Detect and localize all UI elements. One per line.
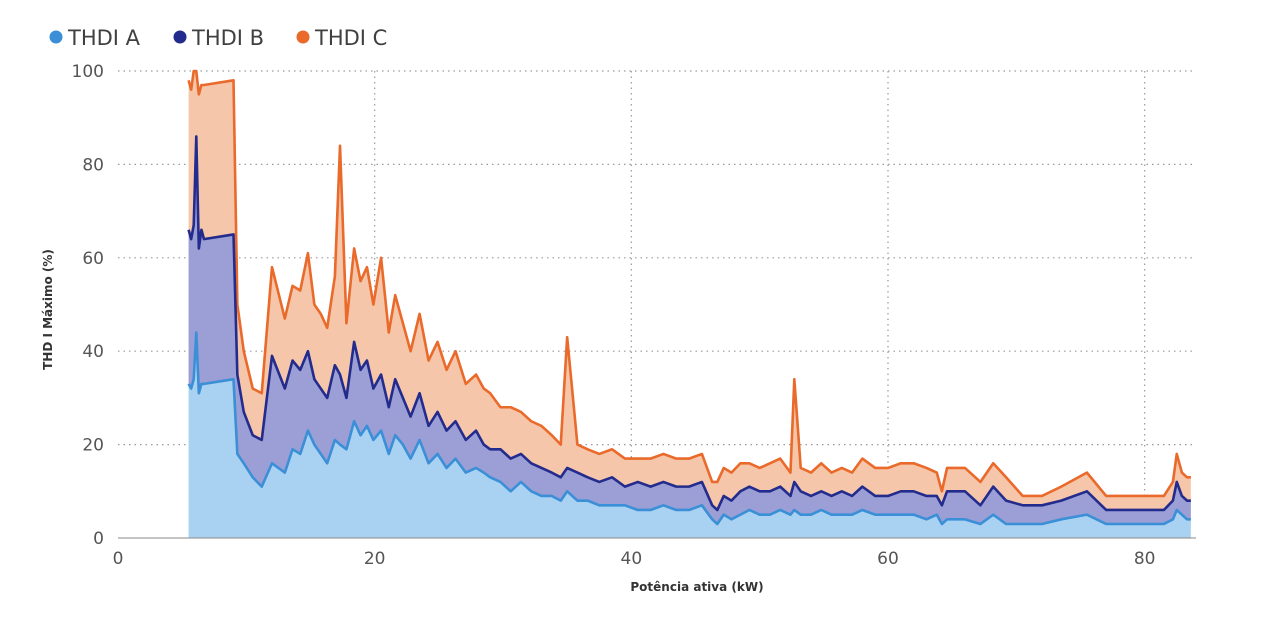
y-axis-title: THD I Máximo (%) xyxy=(41,249,55,370)
line-thdi-a xyxy=(187,331,1191,526)
x-tick-label-0: 0 xyxy=(113,549,124,569)
area-thdi-c xyxy=(188,71,1191,510)
x-tick-label-80: 80 xyxy=(1134,549,1156,569)
y-tick-label-40: 40 xyxy=(82,342,104,362)
y-tick-label-100: 100 xyxy=(72,62,104,82)
y-tick-label-60: 60 xyxy=(82,249,104,269)
series-lines xyxy=(187,69,1191,526)
legend: THDI A THDI B THDI C xyxy=(49,26,387,50)
legend-label-thdi-b: THDI B xyxy=(191,26,264,50)
x-tick-label-20: 20 xyxy=(364,549,386,569)
x-tick-label-40: 40 xyxy=(621,549,643,569)
line-thdi-b xyxy=(187,135,1191,512)
legend-label-thdi-c: THDI C xyxy=(314,26,387,50)
line-thdi-c xyxy=(187,69,1191,498)
legend-marker-thdi-c xyxy=(296,30,310,44)
area-thdi-b xyxy=(188,136,1191,524)
legend-marker-thdi-a xyxy=(49,30,63,44)
area-thdi-a xyxy=(188,332,1191,538)
legend-marker-thdi-b xyxy=(173,30,187,44)
grid xyxy=(118,70,1196,538)
y-tick-label-0: 0 xyxy=(93,529,104,549)
x-tick-label-60: 60 xyxy=(877,549,899,569)
y-tick-label-20: 20 xyxy=(82,436,104,456)
tick-labels: 0 20 40 60 80 100 0 20 40 60 80 xyxy=(72,62,1156,569)
legend-label-thdi-a: THDI A xyxy=(67,26,141,50)
series-areas xyxy=(188,71,1191,538)
x-axis-title: Potência ativa (kW) xyxy=(630,580,763,594)
y-tick-label-80: 80 xyxy=(82,155,104,175)
